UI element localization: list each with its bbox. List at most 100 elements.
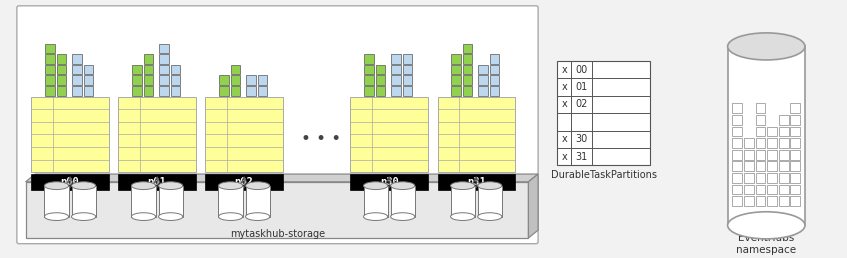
- Bar: [728, 46, 805, 225]
- Ellipse shape: [44, 182, 69, 190]
- Bar: [132, 86, 141, 96]
- Bar: [733, 185, 742, 194]
- Bar: [230, 86, 241, 96]
- Ellipse shape: [131, 213, 156, 221]
- Bar: [351, 97, 428, 172]
- Bar: [733, 196, 742, 206]
- Ellipse shape: [158, 213, 183, 221]
- Bar: [364, 65, 374, 75]
- Bar: [31, 174, 108, 190]
- Bar: [31, 97, 108, 172]
- Bar: [72, 86, 81, 96]
- Bar: [756, 115, 766, 125]
- FancyBboxPatch shape: [17, 6, 538, 244]
- Bar: [438, 174, 515, 190]
- Polygon shape: [25, 174, 538, 182]
- Bar: [790, 103, 800, 113]
- Bar: [219, 186, 243, 217]
- Bar: [402, 75, 412, 85]
- Bar: [230, 65, 241, 75]
- Bar: [490, 65, 500, 75]
- Bar: [756, 173, 766, 183]
- Bar: [756, 185, 766, 194]
- Ellipse shape: [451, 213, 475, 221]
- Bar: [132, 75, 141, 85]
- Bar: [119, 97, 196, 172]
- Bar: [733, 162, 742, 171]
- Text: EventHubs
namespace: EventHubs namespace: [736, 233, 796, 255]
- Text: x: x: [562, 152, 567, 162]
- Ellipse shape: [390, 213, 415, 221]
- Bar: [375, 86, 385, 96]
- Bar: [779, 150, 789, 159]
- Bar: [143, 75, 153, 85]
- Bar: [72, 54, 81, 64]
- Bar: [375, 65, 385, 75]
- Bar: [779, 162, 789, 171]
- Bar: [143, 54, 153, 64]
- Bar: [790, 196, 800, 206]
- Ellipse shape: [219, 213, 243, 221]
- Bar: [451, 54, 461, 64]
- Ellipse shape: [71, 182, 96, 190]
- Bar: [733, 127, 742, 136]
- Text: DurableTaskPartitions: DurableTaskPartitions: [551, 170, 656, 180]
- Bar: [219, 86, 229, 96]
- Bar: [779, 196, 789, 206]
- Bar: [45, 44, 54, 53]
- Text: p30: p30: [379, 177, 399, 187]
- Bar: [159, 75, 169, 85]
- Bar: [159, 86, 169, 96]
- Bar: [402, 54, 412, 64]
- Bar: [756, 138, 766, 148]
- Ellipse shape: [728, 33, 805, 60]
- Bar: [451, 65, 461, 75]
- Bar: [462, 65, 473, 75]
- Text: • • •: • • •: [302, 130, 341, 148]
- Polygon shape: [529, 174, 538, 238]
- Bar: [790, 138, 800, 148]
- Bar: [390, 186, 415, 217]
- Bar: [119, 174, 196, 190]
- Ellipse shape: [728, 212, 805, 239]
- Bar: [479, 65, 488, 75]
- Bar: [767, 150, 777, 159]
- Text: mytaskhub-storage: mytaskhub-storage: [230, 229, 325, 239]
- Bar: [744, 173, 754, 183]
- Bar: [733, 115, 742, 125]
- Bar: [767, 127, 777, 136]
- Bar: [206, 174, 283, 190]
- Bar: [57, 86, 66, 96]
- Bar: [143, 65, 153, 75]
- Ellipse shape: [219, 182, 243, 190]
- Bar: [132, 65, 141, 75]
- Ellipse shape: [478, 213, 501, 221]
- Bar: [733, 173, 742, 183]
- Text: x: x: [562, 64, 567, 75]
- Bar: [744, 185, 754, 194]
- Bar: [257, 86, 268, 96]
- Bar: [790, 127, 800, 136]
- Bar: [557, 61, 650, 165]
- Bar: [391, 65, 401, 75]
- Ellipse shape: [363, 213, 388, 221]
- Ellipse shape: [246, 213, 269, 221]
- Ellipse shape: [246, 182, 269, 190]
- Bar: [756, 150, 766, 159]
- Bar: [158, 186, 183, 217]
- Bar: [779, 127, 789, 136]
- Ellipse shape: [44, 213, 69, 221]
- Bar: [744, 150, 754, 159]
- Bar: [25, 182, 529, 238]
- Bar: [57, 54, 66, 64]
- Bar: [744, 196, 754, 206]
- Bar: [364, 54, 374, 64]
- Bar: [131, 186, 156, 217]
- Bar: [84, 86, 93, 96]
- Ellipse shape: [363, 182, 388, 190]
- Bar: [490, 86, 500, 96]
- Ellipse shape: [131, 182, 156, 190]
- Bar: [364, 86, 374, 96]
- Bar: [44, 186, 69, 217]
- Text: x: x: [562, 99, 567, 109]
